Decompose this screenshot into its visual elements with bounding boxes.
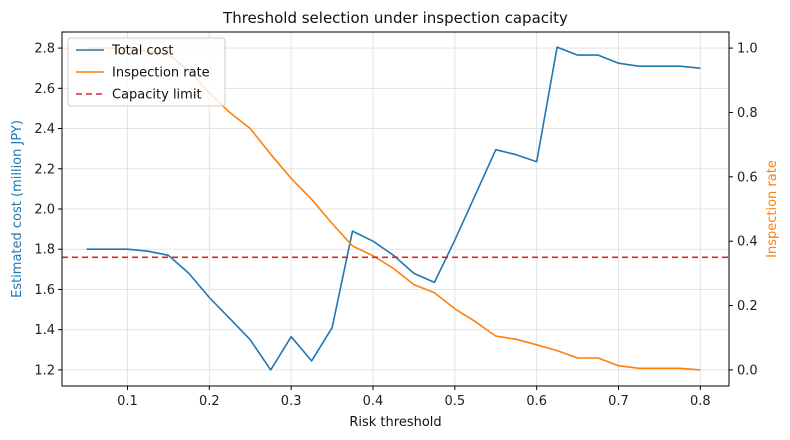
x-tick-label: 0.7 <box>608 394 629 409</box>
left-y-tick-label: 2.2 <box>34 162 55 177</box>
grid-lines <box>62 32 729 386</box>
legend: Total cost Inspection rate Capacity limi… <box>67 37 226 107</box>
left-y-tick-label: 2.0 <box>34 203 55 218</box>
x-axis-title: Risk threshold <box>349 415 441 430</box>
left-y-axis-ticks: 1.2 1.4 1.6 1.8 2.0 2.2 2.4 2.6 2.8 <box>34 42 62 378</box>
right-y-axis-ticks: 0.0 0.2 0.4 0.6 0.8 1.0 <box>729 42 758 378</box>
x-tick-label: 0.4 <box>363 394 384 409</box>
chart-title: Threshold selection under inspection cap… <box>222 9 568 27</box>
left-y-tick-label: 1.4 <box>34 323 55 338</box>
left-y-tick-label: 1.8 <box>34 243 55 258</box>
right-y-tick-label: 0.4 <box>737 235 758 250</box>
left-y-tick-label: 1.2 <box>34 363 55 378</box>
total-cost-line <box>86 46 701 371</box>
legend-label-inspection-rate: Inspection rate <box>112 66 210 81</box>
right-y-tick-label: 0.6 <box>737 170 758 185</box>
x-tick-label: 0.2 <box>199 394 220 409</box>
x-axis-ticks: 0.1 0.2 0.3 0.4 0.5 0.6 0.7 0.8 <box>117 386 711 409</box>
left-y-axis-title: Estimated cost (million JPY) <box>10 120 25 298</box>
right-y-tick-label: 1.0 <box>737 42 758 57</box>
legend-label-capacity-limit: Capacity limit <box>112 88 202 103</box>
legend-label-total-cost: Total cost <box>111 44 173 59</box>
x-tick-label: 0.1 <box>117 394 138 409</box>
x-tick-label: 0.8 <box>690 394 711 409</box>
left-y-tick-label: 2.6 <box>34 82 55 97</box>
left-y-tick-label: 1.6 <box>34 283 55 298</box>
left-y-tick-label: 2.8 <box>34 42 55 57</box>
x-tick-label: 0.6 <box>526 394 547 409</box>
right-y-tick-label: 0.0 <box>737 363 758 378</box>
right-y-tick-label: 0.8 <box>737 106 758 121</box>
legend-box <box>67 37 226 107</box>
left-y-tick-label: 2.4 <box>34 122 55 137</box>
right-y-tick-label: 0.2 <box>737 299 758 314</box>
right-y-axis-title: Inspection rate <box>765 160 780 258</box>
x-tick-label: 0.5 <box>444 394 465 409</box>
x-tick-label: 0.3 <box>281 394 302 409</box>
